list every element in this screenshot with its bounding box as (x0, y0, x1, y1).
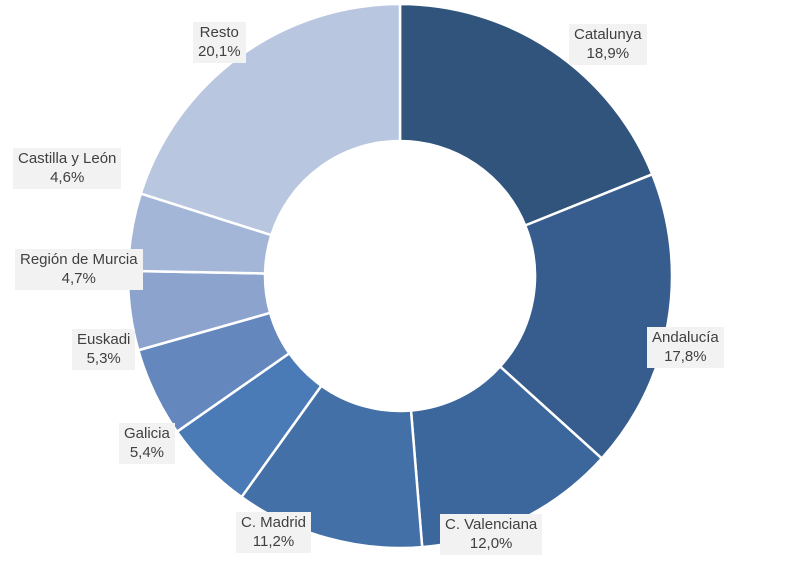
data-label-value: 12,0% (469, 535, 513, 552)
data-label-catalunya: Catalunya 18,9% (569, 24, 647, 65)
slice-catalunya (398, 2, 654, 227)
data-label-value: 18,9% (586, 45, 630, 62)
data-label-c-madrid: C. Madrid 11,2% (236, 512, 312, 553)
data-label-c-valenciana: C. Valenciana 12,0% (440, 514, 543, 555)
slice-resto (139, 2, 402, 237)
data-label-resto: Resto 20,1% (193, 22, 246, 63)
data-label-name: Catalunya (574, 26, 642, 43)
data-label-andalucia: Andalucía 17,8% (647, 327, 724, 368)
data-label-castilla-y-leon: Castilla y León 4,6% (13, 148, 122, 189)
data-label-name: Andalucía (652, 329, 719, 346)
data-label-name: Galicia (124, 425, 170, 442)
data-label-name: Región de Murcia (20, 251, 138, 268)
data-label-value: 5,3% (86, 350, 121, 367)
data-label-value: 4,7% (61, 270, 96, 287)
data-label-region-de-murcia: Región de Murcia 4,7% (15, 249, 143, 290)
data-label-name: Resto (199, 24, 239, 41)
data-label-name: Euskadi (77, 331, 131, 348)
data-label-value: 17,8% (664, 348, 707, 365)
slice-andalucia (498, 173, 674, 460)
data-label-name: Castilla y León (18, 150, 117, 167)
data-label-value: 11,2% (252, 533, 295, 550)
data-label-name: C. Valenciana (445, 516, 538, 533)
data-label-euskadi: Euskadi 5,3% (72, 329, 136, 370)
data-label-galicia: Galicia 5,4% (119, 423, 175, 464)
data-label-value: 4,6% (50, 169, 85, 186)
data-label-name: C. Madrid (241, 514, 307, 531)
data-label-value: 5,4% (129, 444, 165, 461)
data-label-value: 20,1% (198, 43, 241, 60)
